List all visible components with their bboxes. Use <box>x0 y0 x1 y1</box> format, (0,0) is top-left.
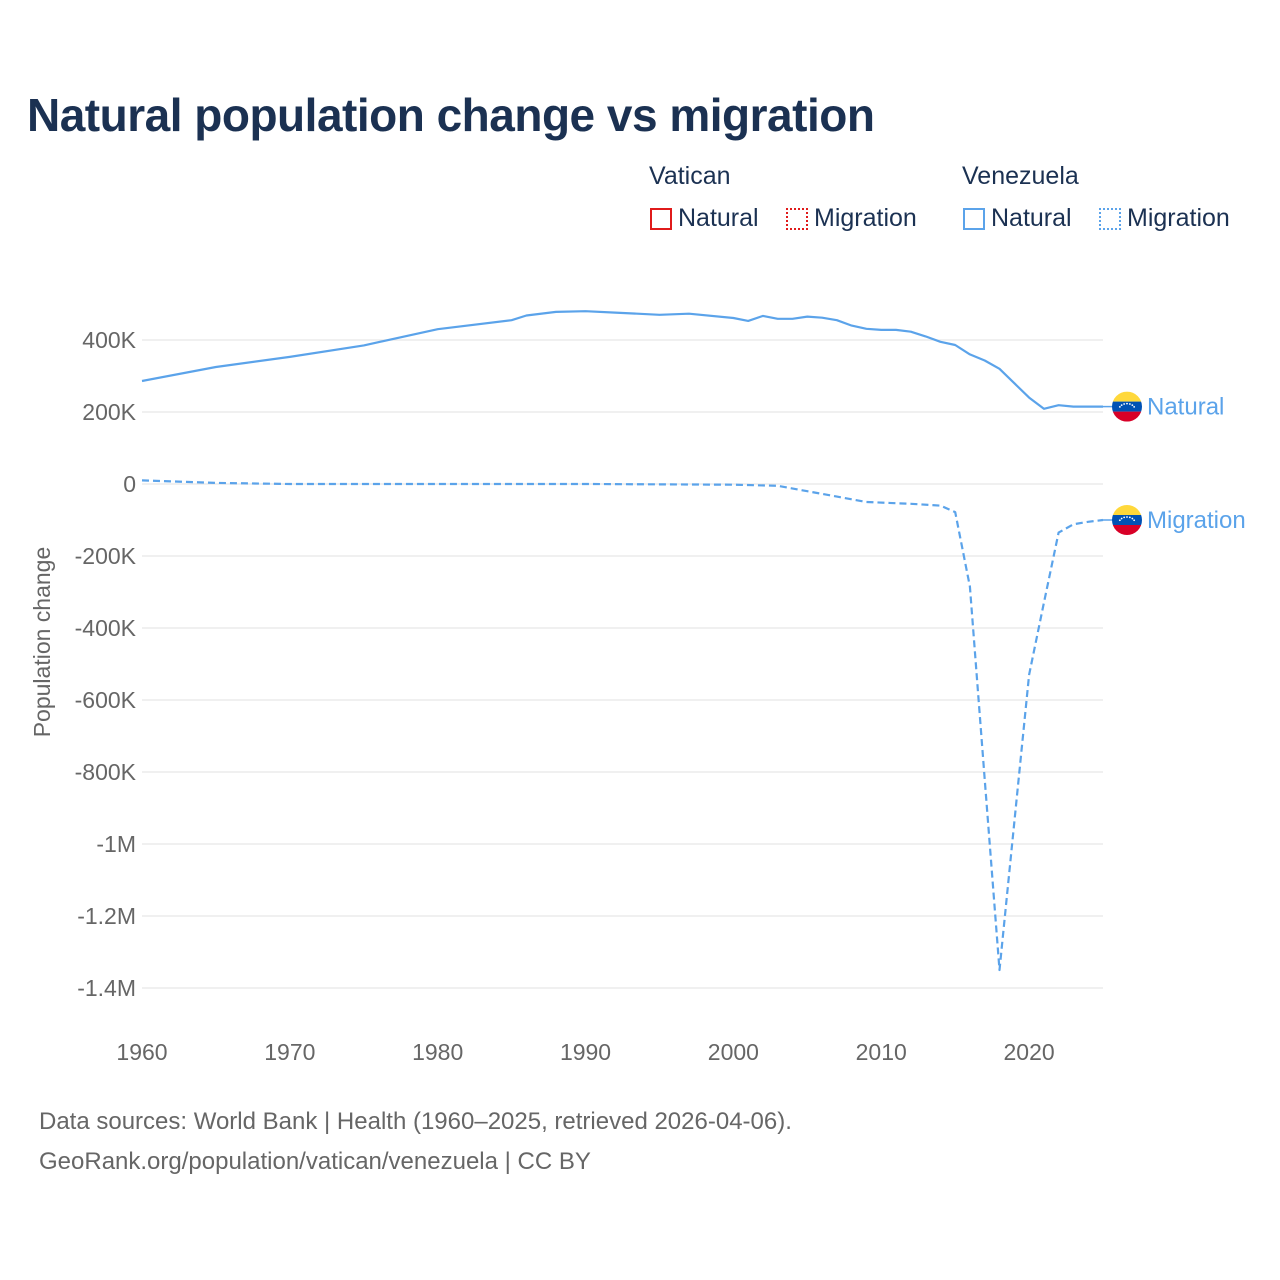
y-tick-label: -200K <box>75 543 137 569</box>
x-tick-label: 2020 <box>1003 1039 1054 1065</box>
y-tick-label: -400K <box>75 615 137 641</box>
series-end-label: Natural <box>1147 394 1224 421</box>
series-line-venezuela-natural[interactable] <box>141 310 1103 410</box>
y-tick-label: -1.4M <box>77 975 136 1001</box>
venezuela-flag-icon <box>1112 391 1142 422</box>
legend-label: Natural <box>678 204 759 232</box>
solid-swatch-icon <box>650 207 672 230</box>
legend-label: Natural <box>991 204 1072 232</box>
dotted-swatch-icon <box>786 207 808 230</box>
series-line-venezuela-migration[interactable] <box>141 479 1104 972</box>
legend-item-vatican-natural[interactable]: Natural <box>650 204 759 233</box>
x-tick-label: 1990 <box>560 1039 611 1065</box>
x-tick-label: 2000 <box>708 1039 759 1065</box>
y-tick-label: -600K <box>75 687 137 713</box>
legend-group-title: Vatican <box>649 162 731 190</box>
solid-swatch-icon <box>963 207 985 230</box>
y-tick-label: -1M <box>96 831 136 857</box>
chart-title: Natural population change vs migration <box>27 89 875 141</box>
chart-plot: 400K 200K 0 -200K -400K -600K -800K -1M -1.2M -1.… <box>29 310 1246 1065</box>
x-tick-label: 1980 <box>412 1039 463 1065</box>
y-axis-label: Population change <box>29 547 55 738</box>
x-tick-label: 1960 <box>116 1039 167 1065</box>
legend-group-title: Venezuela <box>962 162 1079 190</box>
footer-link[interactable]: GeoRank.org/population/vatican/venezuela… <box>39 1148 591 1175</box>
legend-item-vatican-migration[interactable]: Migration <box>786 204 917 233</box>
x-tick-label: 2010 <box>856 1039 907 1065</box>
x-tick-label: 1970 <box>264 1039 315 1065</box>
y-tick-label: 0 <box>123 471 136 497</box>
venezuela-flag-icon <box>1112 505 1142 535</box>
y-tick-label: -1.2M <box>77 903 136 929</box>
legend-label: Migration <box>814 204 917 232</box>
legend-item-venezuela-natural[interactable]: Natural <box>963 204 1072 233</box>
series-end-label: Migration <box>1147 507 1246 534</box>
y-tick-label: 400K <box>82 327 136 353</box>
footer-sources: Data sources: World Bank | Health (1960–… <box>39 1108 792 1135</box>
legend-label: Migration <box>1127 204 1230 232</box>
dotted-swatch-icon <box>1099 207 1121 230</box>
y-tick-label: -800K <box>75 759 137 785</box>
y-tick-label: 200K <box>82 399 136 425</box>
legend-item-venezuela-migration[interactable]: Migration <box>1099 204 1230 233</box>
